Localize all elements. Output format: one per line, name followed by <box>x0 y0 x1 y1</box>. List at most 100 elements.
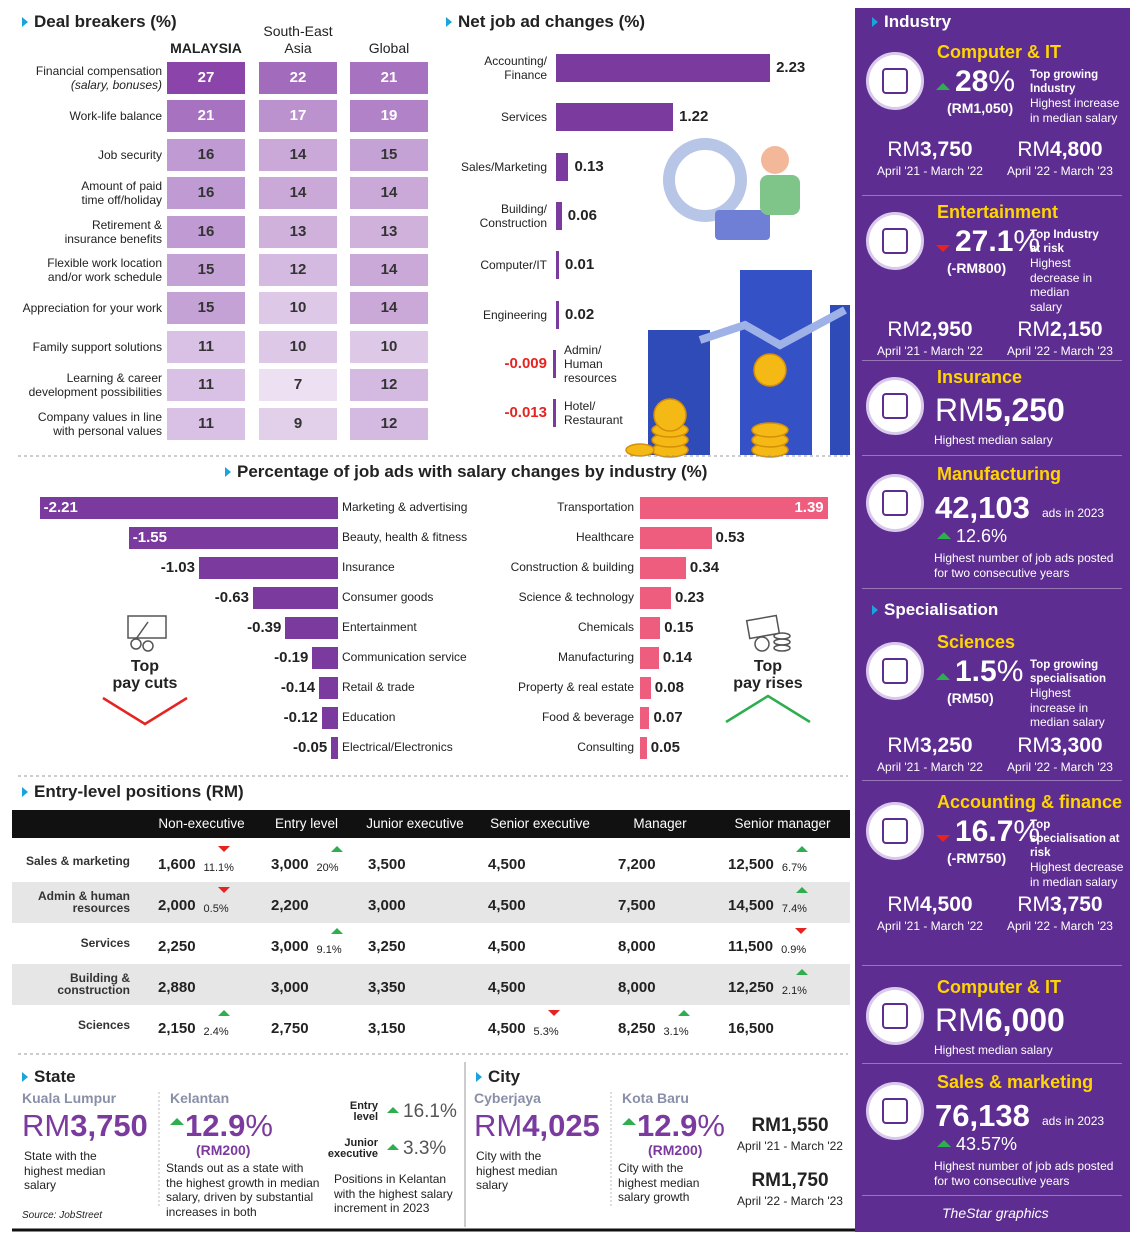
unit-part: RM <box>1017 893 1051 916</box>
item-icon <box>866 474 924 532</box>
period-label: April '21 - March '22 <box>877 760 983 774</box>
bar <box>556 300 559 329</box>
cell-value: 8,250 <box>618 1020 656 1037</box>
cell-value: 12,500 <box>728 856 774 873</box>
bar <box>640 587 672 609</box>
unit-part: % <box>1013 815 1041 848</box>
change-label: 7.4% <box>781 903 807 915</box>
section-title: Net job ad changes (%) <box>458 12 646 31</box>
change-value: 1.5% <box>955 655 1023 689</box>
bar <box>640 497 828 519</box>
category-label: Transportation <box>557 500 634 514</box>
change-sub: (RM50) <box>947 690 994 706</box>
number-part: 6,000 <box>984 1002 1065 1038</box>
item-icon <box>866 52 924 110</box>
sidebar-separator <box>862 780 1122 781</box>
category-label: Hotel/ Restaurant <box>564 399 623 428</box>
period-label: April '21 - March '22 <box>877 344 983 358</box>
change-label: 2.4% <box>203 1026 229 1038</box>
section-marker <box>22 1072 28 1082</box>
count-unit: ads in 2023 <box>1042 506 1105 520</box>
period-value: RM2,950 <box>865 318 995 342</box>
trend-arrow <box>677 1010 690 1016</box>
bar <box>321 707 338 729</box>
source: Source: JobStreet <box>22 1210 103 1221</box>
row-label: Services <box>80 936 130 950</box>
period-value: RM3,250 <box>865 734 995 758</box>
bar <box>319 677 338 699</box>
item-icon <box>866 1082 924 1140</box>
section-marker <box>476 1072 482 1082</box>
table-cell: 14 <box>350 177 428 210</box>
period-value: RM3,300 <box>995 734 1125 758</box>
table-cell: 10 <box>259 292 337 325</box>
section-marker <box>225 467 231 477</box>
row-label: Company values in line with personal val… <box>2 408 162 440</box>
cell-value: 2,880 <box>158 979 196 996</box>
table-cell: 4,500 <box>488 846 526 878</box>
count-value: 42,103 <box>935 490 1030 525</box>
item-icon-glyph <box>882 490 908 516</box>
bar-decoration <box>830 305 850 455</box>
item-side: Top growing specialisation Highest increa… <box>1030 658 1127 730</box>
table-cell: 13 <box>259 215 337 248</box>
number-part: 5,250 <box>984 392 1065 428</box>
unit-part: RM <box>887 318 921 341</box>
cell-change: 9.1% <box>317 928 357 960</box>
item-note: Highest number of job ads posted for two… <box>934 551 1114 580</box>
item-name: Manufacturing <box>937 464 1061 484</box>
section-title: Entry-level positions (RM) <box>34 782 244 801</box>
cell-change: 0.5% <box>204 887 244 919</box>
divider <box>158 1092 160 1207</box>
column-header: Senior manager <box>734 816 831 831</box>
table-cell: 10 <box>259 330 337 363</box>
table-cell: 16 <box>167 138 245 171</box>
number-part: 1.5 <box>955 655 997 688</box>
cell-value: 16,500 <box>728 1020 774 1037</box>
unit-part: RM <box>887 893 921 916</box>
item-tag: Top Industry at risk <box>1030 229 1099 255</box>
row-label: Financial compensation (salary, bonuses) <box>2 62 162 94</box>
value-label: 0.01 <box>565 256 595 274</box>
item-note: Highest median salary <box>934 433 1053 447</box>
period-value: RM2,150 <box>995 318 1125 342</box>
growth-sub: (RM200) <box>196 1142 251 1158</box>
trend-arrow <box>936 673 950 680</box>
value-label: -0.19 <box>274 649 309 666</box>
period-label: April '22 - March '23 <box>1007 164 1113 178</box>
cell-value: 2,200 <box>271 897 309 914</box>
change-sub: (RM1,050) <box>947 100 1014 116</box>
table-cell: 16,500 <box>728 1010 774 1042</box>
unit-part: RM <box>1017 138 1051 161</box>
cell-value: 2,250 <box>158 938 196 955</box>
column-header: Junior executive <box>366 816 464 831</box>
table-cell: 11,500 0.9% <box>728 928 821 960</box>
place-note: City with the highest median salary grow… <box>618 1161 700 1204</box>
category-label: Marketing & advertising <box>342 500 468 514</box>
coins-decoration <box>625 353 789 458</box>
section-title: State <box>34 1067 76 1086</box>
table-cell: 3,150 <box>368 1010 406 1042</box>
cell-value: 8,000 <box>618 938 656 955</box>
period-label: April '22 - March '23 <box>1007 344 1113 358</box>
value-label: -0.013 <box>504 404 547 422</box>
trend-arrow <box>217 1010 230 1016</box>
table-cell: 16 <box>167 215 245 248</box>
category-label: Communication service <box>342 650 467 664</box>
place-note: City with the highest median salary <box>476 1149 558 1192</box>
period-value: RM3,750 <box>995 893 1125 917</box>
row-label: Flexible work location and/or work sched… <box>2 254 162 286</box>
row-label: Work-life balance <box>2 100 162 132</box>
value-label: 0.34 <box>689 559 720 576</box>
value-label: -0.12 <box>283 709 318 726</box>
table-cell: 2,000 0.5% <box>158 887 244 919</box>
cell-change: 2.4% <box>204 1010 244 1042</box>
table-cell: 21 <box>167 100 245 133</box>
unit-part: % <box>1013 225 1041 258</box>
bar <box>252 587 338 609</box>
value-label: 1.22 <box>679 108 709 126</box>
row-label: Learning & career development possibilit… <box>2 369 162 401</box>
cell-value: 2,000 <box>158 897 196 914</box>
trend-arrow <box>547 1010 560 1016</box>
